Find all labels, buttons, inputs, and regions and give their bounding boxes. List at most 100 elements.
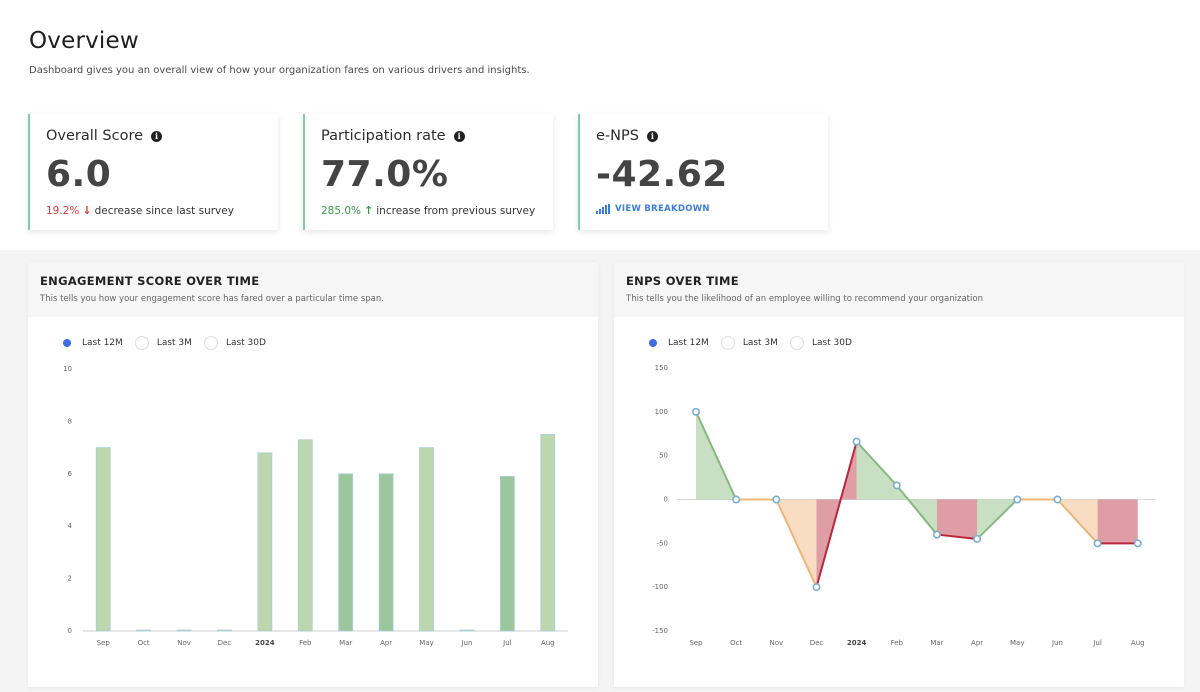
participation-value: 77.0%	[321, 154, 449, 195]
overall-score-change-pct: 19.2%	[46, 204, 80, 217]
range-option-12m[interactable]: Last 12M	[60, 336, 123, 350]
bar	[297, 439, 313, 632]
y-tick-label: -100	[652, 583, 668, 591]
enps-value: -42.62	[596, 154, 728, 195]
data-point	[732, 495, 741, 504]
data-point	[1053, 495, 1062, 504]
bar	[459, 629, 475, 632]
x-tick-label: 2024	[255, 639, 275, 647]
radio-empty-icon	[134, 336, 149, 350]
range-option-label: Last 3M	[156, 338, 192, 348]
data-point	[1133, 539, 1142, 548]
data-point	[932, 530, 941, 539]
x-tick-label: Nov	[177, 639, 191, 647]
radio-empty-icon	[789, 336, 804, 350]
overall-score-change: 19.2% ↓ decrease since last survey	[46, 204, 234, 217]
overall-score-label: Overall Score	[46, 128, 144, 144]
enps-range-selector: Last 12M Last 3M Last 30D	[646, 336, 852, 350]
x-tick-label: Aug	[1131, 639, 1145, 647]
range-option-label: Last 3M	[742, 338, 778, 348]
page-subtitle: Dashboard gives you an overall view of h…	[29, 65, 530, 76]
area-segment	[936, 499, 978, 539]
x-tick-label: Sep	[689, 639, 703, 647]
radio-selected-icon	[646, 336, 660, 350]
line-segment	[695, 411, 738, 500]
view-breakdown-label: VIEW BREAKDOWN	[615, 204, 710, 214]
x-tick-label: Oct	[730, 639, 742, 647]
line-segment	[815, 441, 858, 588]
data-point	[812, 583, 821, 592]
engagement-bar-chart: 0 2 4 6 8 10 Sep Oct Nov Dec 2024 Feb Mar Apr May Jun Ju…	[63, 365, 568, 647]
bar	[95, 447, 111, 632]
engagement-panel-title: ENGAGEMENT SCORE OVER TIME	[40, 274, 260, 288]
line-segment	[896, 484, 938, 536]
participation-change-note: increase from previous survey	[376, 204, 536, 217]
area-segment	[1097, 499, 1138, 544]
enps-area-line-chart: -150 -100 -50 0 50 100 150 Sep Oct Nov Dec 2024 Feb M…	[652, 364, 1156, 647]
enps-panel-subtitle: This tells you the likelihood of an empl…	[626, 294, 983, 304]
line-segment	[1056, 498, 1099, 545]
data-point	[1013, 495, 1022, 504]
y-tick-label: 150	[655, 364, 668, 372]
y-tick-label: 4	[68, 522, 73, 530]
info-icon[interactable]: i	[453, 130, 465, 142]
participation-change: 285.0% ↑ increase from previous survey	[321, 204, 535, 217]
y-tick-label: 0	[68, 627, 72, 635]
range-option-label: Last 12M	[82, 338, 123, 348]
x-tick-label: Feb	[891, 639, 904, 647]
overall-score-value: 6.0	[46, 154, 112, 195]
x-tick-label: Aug	[541, 639, 555, 647]
x-tick-label: Oct	[138, 639, 150, 647]
area-segment	[856, 441, 897, 500]
data-point	[852, 437, 861, 446]
x-tick-label: Mar	[339, 639, 352, 647]
radio-selected-icon	[60, 336, 74, 350]
overall-score-label-row: Overall Score i	[46, 128, 163, 144]
bar	[257, 452, 273, 632]
x-tick-label: Jun	[1051, 639, 1063, 647]
x-tick-label: May	[1010, 639, 1024, 647]
x-tick-label: Dec	[218, 639, 232, 647]
enps-panel: ENPS OVER TIME This tells you the likeli…	[614, 262, 1184, 687]
engagement-panel-header: ENGAGEMENT SCORE OVER TIME This tells yo…	[28, 262, 598, 317]
participation-change-pct: 285.0%	[321, 204, 362, 217]
x-tick-label: Feb	[299, 639, 312, 647]
data-point	[692, 407, 701, 416]
range-option-30d[interactable]: Last 30D	[789, 336, 852, 350]
y-tick-label: 2	[68, 575, 72, 583]
participation-label: Participation rate	[321, 128, 446, 144]
data-point	[892, 481, 901, 490]
page-title: Overview	[29, 28, 139, 54]
enps-panel-header: ENPS OVER TIME This tells you the likeli…	[614, 262, 1184, 317]
radio-empty-icon	[720, 336, 735, 350]
bar	[419, 447, 434, 632]
enps-panel-title: ENPS OVER TIME	[626, 274, 739, 288]
line-segment	[855, 440, 898, 487]
line-segment	[936, 533, 978, 540]
overall-score-change-note: decrease since last survey	[94, 204, 234, 217]
range-option-12m[interactable]: Last 12M	[646, 336, 709, 350]
info-icon[interactable]: i	[646, 130, 658, 142]
y-tick-label: 6	[68, 470, 73, 478]
view-breakdown-link[interactable]: VIEW BREAKDOWN	[596, 204, 710, 214]
x-tick-label: Apr	[971, 639, 983, 647]
range-option-30d[interactable]: Last 30D	[203, 336, 266, 350]
info-icon[interactable]: i	[151, 130, 163, 142]
range-option-3m[interactable]: Last 3M	[134, 336, 192, 350]
range-option-label: Last 30D	[811, 338, 852, 348]
data-point	[1093, 539, 1102, 548]
radio-empty-icon	[203, 336, 218, 350]
engagement-range-selector: Last 12M Last 3M Last 30D	[60, 336, 266, 350]
engagement-panel: ENGAGEMENT SCORE OVER TIME This tells yo…	[28, 262, 598, 687]
x-tick-label: Nov	[769, 639, 783, 647]
x-tick-label: Sep	[97, 639, 111, 647]
line-segment	[775, 499, 818, 588]
y-tick-label: -50	[657, 539, 668, 547]
overall-score-card: Overall Score i 6.0 19.2% ↓ decrease sin…	[28, 114, 278, 230]
enps-label-row: e-NPS i	[596, 128, 658, 144]
bar	[136, 629, 152, 632]
range-option-label: Last 30D	[225, 338, 266, 348]
x-tick-label: May	[419, 639, 433, 647]
range-option-3m[interactable]: Last 3M	[720, 336, 778, 350]
